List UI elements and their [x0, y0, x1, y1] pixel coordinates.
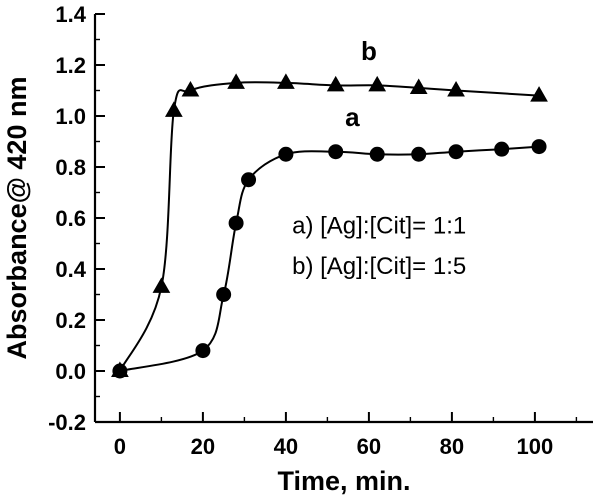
data-point-b: [530, 86, 548, 102]
y-tick-label: 0.0: [55, 359, 86, 384]
annotation-line-2: b) [Ag]:[Cit]= 1:5: [292, 253, 466, 280]
data-point-a: [112, 363, 128, 379]
x-tick-label: 60: [357, 434, 381, 459]
data-point-a: [228, 215, 244, 231]
data-point-b: [164, 101, 183, 117]
x-tick-label: 100: [517, 434, 554, 459]
data-point-b: [152, 277, 171, 293]
x-tick-label: 80: [440, 434, 464, 459]
curve-label-a: a: [345, 102, 360, 132]
data-point-a: [216, 287, 232, 302]
y-tick-label: 0.6: [55, 206, 86, 231]
data-point-b: [447, 80, 465, 97]
x-tick-label: 40: [274, 434, 298, 459]
y-tick-label: 1.0: [55, 104, 86, 129]
series-line-b: [119, 81, 540, 372]
data-point-a: [369, 146, 385, 162]
data-point-b: [409, 78, 428, 94]
data-point-a: [195, 343, 211, 359]
y-tick-label: 0.8: [55, 155, 86, 180]
y-tick-label: 1.2: [55, 53, 86, 78]
y-tick-label: 0.2: [55, 308, 86, 333]
data-point-a: [448, 144, 464, 160]
x-tick-label: 20: [191, 434, 215, 459]
y-tick-label: 1.4: [55, 2, 86, 27]
data-point-a: [241, 172, 257, 188]
data-point-b: [227, 73, 245, 89]
data-point-a: [278, 146, 294, 162]
y-axis-title: Absorbance@ 420 nm: [2, 77, 32, 360]
x-tick-label: 0: [114, 434, 126, 459]
y-tick-label: -0.2: [48, 410, 86, 435]
data-point-a: [531, 139, 547, 155]
curve-label-b: b: [361, 36, 377, 66]
data-point-a: [411, 146, 427, 162]
annotation-line-1: a) [Ag]:[Cit]= 1:1: [292, 212, 466, 239]
data-point-b: [181, 80, 200, 97]
data-point-a: [494, 141, 510, 157]
data-point-b: [277, 73, 295, 89]
data-point-a: [328, 144, 344, 160]
data-point-b: [368, 75, 387, 92]
y-tick-label: 0.4: [55, 257, 86, 282]
data-point-b: [326, 75, 345, 92]
x-axis-title: Time, min.: [277, 466, 410, 496]
